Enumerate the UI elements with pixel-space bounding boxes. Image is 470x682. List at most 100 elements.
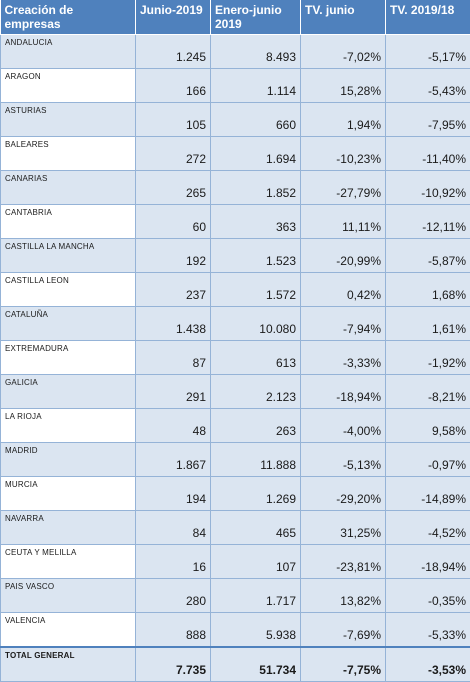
region-cell: BALEARES [1, 137, 136, 171]
tv-anual-cell: -4,52% [386, 511, 470, 545]
junio-cell: 105 [136, 103, 211, 137]
junio-cell: 192 [136, 239, 211, 273]
tv-anual-cell: 9,58% [386, 409, 470, 443]
region-cell: PAIS VASCO [1, 579, 136, 613]
tv-anual-cell: -3,53% [386, 647, 470, 682]
region-cell: LA RIOJA [1, 409, 136, 443]
tv-junio-cell: 13,82% [301, 579, 386, 613]
region-cell: ASTURIAS [1, 103, 136, 137]
region-cell: GALICIA [1, 375, 136, 409]
header-tv-junio: TV. junio [301, 0, 386, 35]
enero-junio-cell: 51.734 [211, 647, 301, 682]
tv-junio-cell: 31,25% [301, 511, 386, 545]
enero-junio-cell: 465 [211, 511, 301, 545]
region-cell: ANDALUCIA [1, 35, 136, 69]
junio-cell: 166 [136, 69, 211, 103]
tv-junio-cell: 0,42% [301, 273, 386, 307]
tv-junio-cell: 15,28% [301, 69, 386, 103]
junio-cell: 1.438 [136, 307, 211, 341]
junio-cell: 87 [136, 341, 211, 375]
tv-anual-cell: -8,21% [386, 375, 470, 409]
enero-junio-cell: 1.694 [211, 137, 301, 171]
header-row: Creación de empresas Junio-2019 Enero-ju… [1, 0, 470, 35]
junio-cell: 280 [136, 579, 211, 613]
tv-junio-cell: -10,23% [301, 137, 386, 171]
tv-anual-cell: -0,35% [386, 579, 470, 613]
junio-cell: 16 [136, 545, 211, 579]
tv-anual-cell: -7,95% [386, 103, 470, 137]
tv-anual-cell: -5,43% [386, 69, 470, 103]
region-cell: MURCIA [1, 477, 136, 511]
region-cell: TOTAL GENERAL [1, 647, 136, 682]
tv-anual-cell: -5,33% [386, 613, 470, 648]
tv-anual-cell: -10,92% [386, 171, 470, 205]
enero-junio-cell: 11.888 [211, 443, 301, 477]
junio-cell: 84 [136, 511, 211, 545]
enero-junio-cell: 1.572 [211, 273, 301, 307]
total-row: TOTAL GENERAL 7.735 51.734 -7,75% -3,53% [1, 647, 470, 682]
tv-junio-cell: -7,02% [301, 35, 386, 69]
tv-junio-cell: -4,00% [301, 409, 386, 443]
region-cell: NAVARRA [1, 511, 136, 545]
enero-junio-cell: 1.852 [211, 171, 301, 205]
junio-cell: 7.735 [136, 647, 211, 682]
enero-junio-cell: 10.080 [211, 307, 301, 341]
tv-anual-cell: -18,94% [386, 545, 470, 579]
tv-junio-cell: -27,79% [301, 171, 386, 205]
enero-junio-cell: 363 [211, 205, 301, 239]
tv-anual-cell: -1,92% [386, 341, 470, 375]
enero-junio-cell: 8.493 [211, 35, 301, 69]
region-cell: CASTILLA LEON [1, 273, 136, 307]
region-cell: CANARIAS [1, 171, 136, 205]
tv-junio-cell: -29,20% [301, 477, 386, 511]
tv-junio-cell: 1,94% [301, 103, 386, 137]
region-cell: VALENCIA [1, 613, 136, 648]
region-cell: CATALUÑA [1, 307, 136, 341]
enero-junio-cell: 1.717 [211, 579, 301, 613]
junio-cell: 1.867 [136, 443, 211, 477]
enero-junio-cell: 1.269 [211, 477, 301, 511]
enero-junio-cell: 2.123 [211, 375, 301, 409]
enero-junio-cell: 660 [211, 103, 301, 137]
enero-junio-cell: 5.938 [211, 613, 301, 648]
enero-junio-cell: 1.114 [211, 69, 301, 103]
region-cell: CEUTA Y MELILLA [1, 545, 136, 579]
junio-cell: 272 [136, 137, 211, 171]
tv-junio-cell: 11,11% [301, 205, 386, 239]
enero-junio-cell: 1.523 [211, 239, 301, 273]
tv-anual-cell: -14,89% [386, 477, 470, 511]
enero-junio-cell: 107 [211, 545, 301, 579]
tv-anual-cell: 1,68% [386, 273, 470, 307]
table-header: Creación de empresas Junio-2019 Enero-ju… [1, 0, 470, 35]
header-junio: Junio-2019 [136, 0, 211, 35]
enero-junio-cell: 263 [211, 409, 301, 443]
region-cell: EXTREMADURA [1, 341, 136, 375]
tv-anual-cell: -5,87% [386, 239, 470, 273]
tv-junio-cell: -18,94% [301, 375, 386, 409]
region-cell: CASTILLA LA MANCHA [1, 239, 136, 273]
enero-junio-cell: 613 [211, 341, 301, 375]
region-cell: ARAGON [1, 69, 136, 103]
tv-anual-cell: -12,11% [386, 205, 470, 239]
tv-junio-cell: -7,94% [301, 307, 386, 341]
header-enero-junio: Enero-junio 2019 [211, 0, 301, 35]
junio-cell: 265 [136, 171, 211, 205]
tv-anual-cell: -5,17% [386, 35, 470, 69]
region-cell: MADRID [1, 443, 136, 477]
tv-anual-cell: 1,61% [386, 307, 470, 341]
